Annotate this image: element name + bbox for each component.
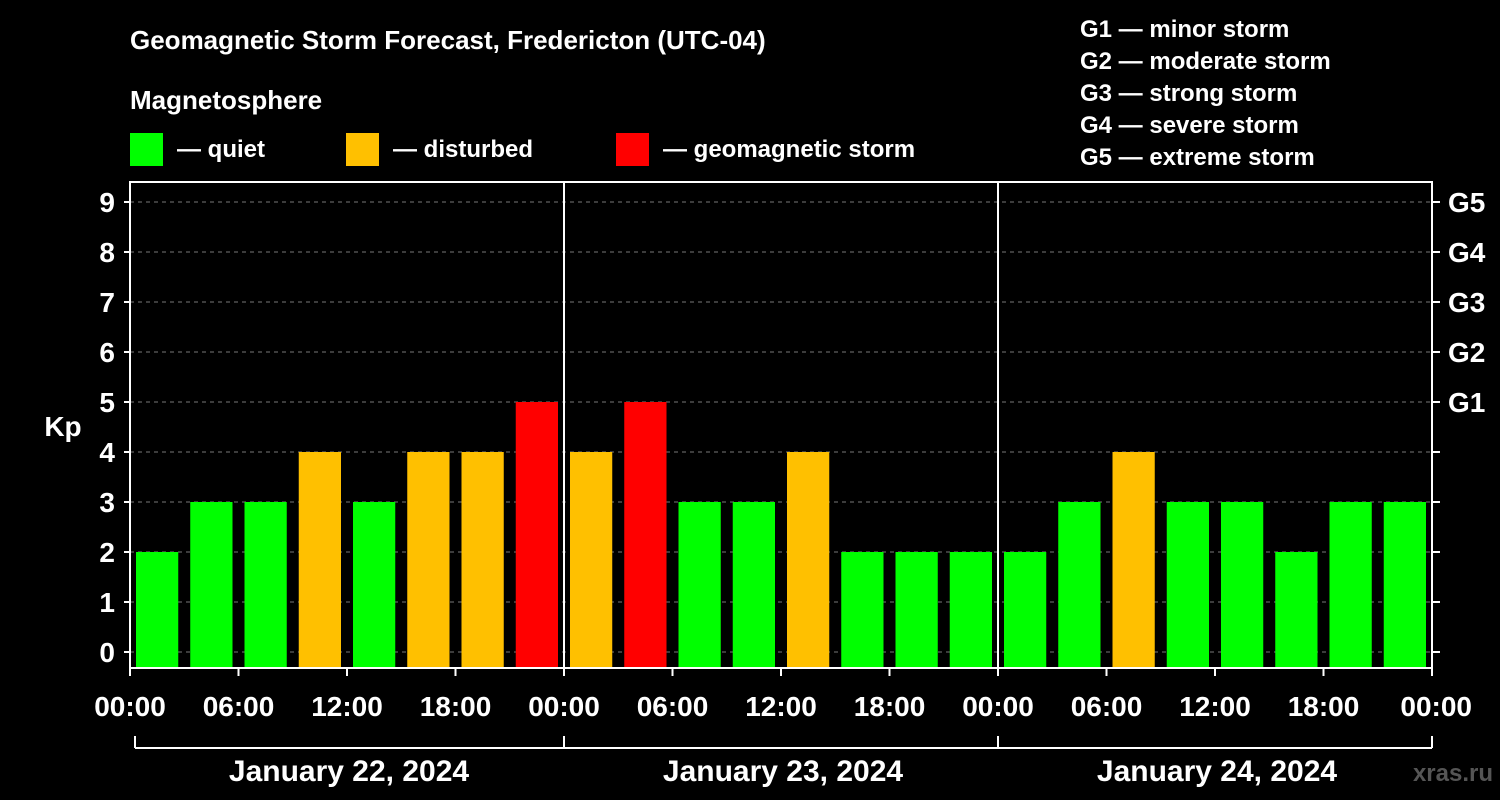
day-brackets [134,736,1433,749]
bar-14 [895,552,938,668]
bar-6 [461,452,504,668]
legend-swatch-disturbed [346,133,379,166]
day-label-1: January 23, 2024 [663,755,903,788]
bar-5 [407,452,450,668]
bar-4 [353,502,396,668]
right-tick-label-g4: G4 [1448,237,1486,268]
storm-scale-g3: G3 — strong storm [1080,80,1297,107]
bar-10 [678,502,721,668]
bar-18 [1112,452,1155,668]
bar-9 [624,402,667,668]
x-tick-labels: 00:00 06:00 12:00 18:00 00:00 06:00 12:00 18:00… [94,691,1472,722]
right-tick-labels: G1 G2 G3 G4 G5 [1448,187,1486,418]
bar-21 [1275,552,1318,668]
x-tick-label-4: 00:00 [528,691,600,722]
y-tick-label-9: 9 [99,187,115,218]
bar-3 [298,452,341,668]
y-axis-label: Kp [44,411,81,442]
y-tick-label-8: 8 [99,237,115,268]
bar-0 [136,552,179,668]
y-tick-label-5: 5 [99,387,115,418]
legend-heading: Magnetosphere [130,85,322,115]
legend-label-storm: — geomagnetic storm [663,136,915,163]
bar-8 [570,452,613,668]
bar-2 [244,502,287,668]
y-tick-label-6: 6 [99,337,115,368]
y-tick-label-7: 7 [99,287,115,318]
bar-20 [1221,502,1264,668]
day-dividers [563,182,999,668]
bar-13 [841,552,884,668]
right-tick-label-g1: G1 [1448,387,1485,418]
bar-17 [1058,502,1101,668]
y-tick-labels: 0 1 2 3 4 5 6 7 8 9 [99,187,115,668]
watermark: xras.ru [1413,760,1493,787]
x-tick-label-9: 06:00 [1071,691,1143,722]
right-tick-label-g3: G3 [1448,287,1485,318]
bar-23 [1383,502,1426,668]
x-tick-label-1: 06:00 [203,691,275,722]
axes [124,181,1440,676]
x-tick-label-6: 12:00 [745,691,817,722]
chart-title: Geomagnetic Storm Forecast, Fredericton … [130,25,766,55]
legend: — quiet — disturbed — geomagnetic storm [130,133,915,166]
bar-12 [787,452,830,668]
x-tick-label-5: 06:00 [637,691,709,722]
storm-scale-g1: G1 — minor storm [1080,16,1289,43]
legend-label-quiet: — quiet [177,136,265,163]
bar-22 [1329,502,1372,668]
storm-scale-g5: G5 — extreme storm [1080,144,1315,171]
storm-scale-g4: G4 — severe storm [1080,112,1299,139]
right-tick-label-g2: G2 [1448,337,1485,368]
x-tick-label-2: 12:00 [311,691,383,722]
bar-16 [1004,552,1047,668]
x-tick-label-11: 18:00 [1288,691,1360,722]
y-tick-label-4: 4 [99,437,115,468]
bar-1 [190,502,233,668]
storm-scale-g2: G2 — moderate storm [1080,48,1331,75]
grid-lines [130,201,1432,653]
day-labels: January 22, 2024 January 23, 2024 January … [229,755,1337,788]
x-tick-label-10: 12:00 [1179,691,1251,722]
x-tick-label-7: 18:00 [854,691,926,722]
bar-7 [515,402,558,668]
bar-11 [732,502,775,668]
x-tick-label-8: 00:00 [962,691,1034,722]
bar-19 [1166,502,1209,668]
x-tick-label-12: 00:00 [1400,691,1472,722]
y-tick-label-2: 2 [99,537,115,568]
legend-label-disturbed: — disturbed [393,136,533,163]
day-label-0: January 22, 2024 [229,755,469,788]
y-tick-label-3: 3 [99,487,115,518]
legend-swatch-quiet [130,133,163,166]
storm-scale-list: G1 — minor storm G2 — moderate storm G3 … [1080,16,1331,171]
y-tick-label-0: 0 [99,637,115,668]
day-label-2: January 24, 2024 [1097,755,1337,788]
x-tick-label-0: 00:00 [94,691,166,722]
bar-15 [949,552,992,668]
legend-swatch-storm [616,133,649,166]
right-tick-label-g5: G5 [1448,187,1485,218]
bars [136,402,1426,668]
y-tick-label-1: 1 [99,587,115,618]
x-tick-label-3: 18:00 [420,691,492,722]
